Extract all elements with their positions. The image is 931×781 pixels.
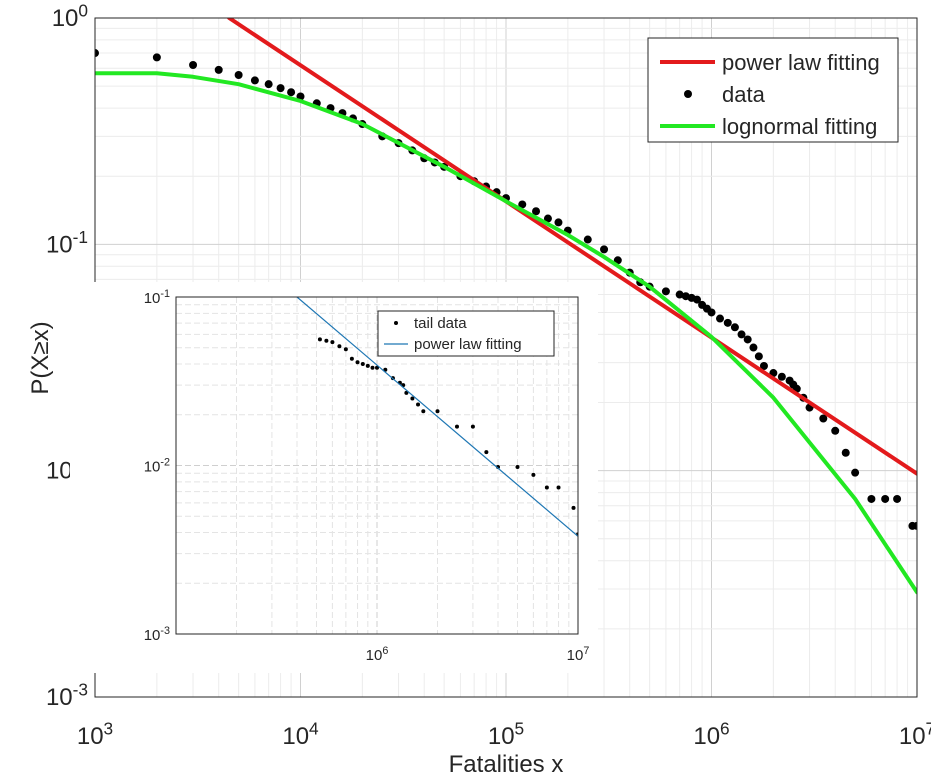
main-x-tick-label: 103 bbox=[77, 718, 113, 750]
main-series-power-law-fitting-line bbox=[227, 18, 917, 476]
main-series-data-point bbox=[759, 362, 768, 371]
inset-series-tail-data-point bbox=[337, 344, 342, 349]
main-series-data-point bbox=[583, 235, 592, 244]
legend-label-power-law: power law fitting bbox=[722, 50, 880, 75]
inset-series-tail-data-point bbox=[343, 347, 348, 352]
inset-x-tick-label: 106 bbox=[366, 645, 389, 664]
inset-y-tick-label: 10-3 bbox=[144, 625, 170, 644]
main-x-axis-label: Fatalities x bbox=[449, 751, 564, 778]
main-series-data-point bbox=[777, 372, 786, 381]
main-series-data-point bbox=[692, 295, 701, 304]
main-series-data-point bbox=[234, 70, 243, 79]
main-series-data-point bbox=[893, 494, 902, 503]
main-series-data-point bbox=[881, 494, 890, 503]
main-series-data-point bbox=[543, 214, 552, 223]
main-series-data-point bbox=[754, 352, 763, 361]
inset-series-tail-data-point bbox=[435, 409, 440, 414]
main-series-data-point bbox=[913, 521, 917, 530]
main-series-data-point bbox=[723, 318, 732, 327]
main-series-data-point bbox=[554, 218, 563, 227]
inset-series-tail-data-point bbox=[484, 450, 489, 455]
main-series-data-point bbox=[743, 335, 752, 344]
main-series-data-point bbox=[287, 88, 296, 97]
inset-series-tail-data-point bbox=[330, 340, 335, 345]
inset-series-tail-data-point bbox=[470, 424, 475, 429]
inset-series-layer bbox=[296, 297, 578, 537]
main-series-data-point bbox=[716, 314, 725, 323]
inset-series-tail-data-point bbox=[515, 464, 520, 469]
inset-legend-swatch-tail-data bbox=[394, 321, 398, 325]
main-series-data-point bbox=[867, 494, 876, 503]
main-series-data-point bbox=[707, 308, 716, 317]
main-series-data-point bbox=[675, 290, 684, 299]
main-series-data-point bbox=[749, 343, 758, 352]
inset-y-tick-label: 10-2 bbox=[144, 457, 170, 476]
inset-series-tail-data-point bbox=[317, 337, 322, 342]
inset-axes-frame bbox=[175, 296, 579, 635]
inset-series-tail-data-point bbox=[360, 362, 365, 367]
inset-series-tail-data-point bbox=[404, 390, 409, 395]
main-series-data-point bbox=[264, 80, 273, 89]
main-y-tick-label: 10-3 bbox=[46, 679, 88, 711]
main-series-data-point bbox=[276, 84, 285, 93]
main-y-tick-label: 100 bbox=[52, 0, 88, 32]
main-series-data-point bbox=[600, 245, 609, 254]
inset-series-power-law-fitting-line bbox=[296, 297, 578, 537]
inset-legend-label-tail-data: tail data bbox=[414, 315, 467, 332]
inset-legend: tail data power law fitting bbox=[377, 310, 555, 357]
inset-series-tail-data-point bbox=[370, 365, 375, 370]
main-series-data-point bbox=[532, 207, 541, 216]
main-series-data-point bbox=[250, 76, 259, 85]
main-y-tick-label: 10-1 bbox=[46, 227, 88, 259]
inset-series-tail-data-point bbox=[544, 485, 549, 490]
inset-series-tail-data-point bbox=[531, 472, 536, 477]
inset-series-tail-data-point bbox=[421, 409, 426, 414]
inset-legend-box bbox=[377, 310, 555, 357]
inset-series-tail-data-point bbox=[556, 485, 561, 490]
main-x-tick-label: 107 bbox=[899, 718, 931, 750]
main-series-data-point bbox=[95, 49, 99, 58]
inset-legend-label-power-law: power law fitting bbox=[414, 336, 522, 353]
main-y-axis-label: P(X≥x) bbox=[27, 321, 54, 394]
inset-series-tail-data-point bbox=[571, 505, 576, 510]
main-x-tick-label: 106 bbox=[693, 718, 729, 750]
inset-y-tick-label: 10-1 bbox=[144, 288, 170, 307]
main-series-data-point bbox=[518, 200, 527, 209]
inset-series-tail-data-point bbox=[410, 396, 415, 401]
main-series-data-point bbox=[661, 287, 670, 296]
main-series-data-point bbox=[851, 468, 860, 477]
main-series-data-point bbox=[737, 330, 746, 339]
inset-series-tail-data-point bbox=[324, 338, 329, 343]
main-series-data-point bbox=[214, 65, 223, 74]
main-series-data-point bbox=[831, 426, 840, 435]
main-series-data-point bbox=[152, 53, 161, 62]
inset-series-tail-data-point bbox=[365, 363, 370, 368]
main-x-tick-label: 105 bbox=[488, 718, 524, 750]
legend-label-lognormal: lognormal fitting bbox=[722, 114, 877, 139]
inset-tick-labels: 106 107 10-1 10-2 10-3 bbox=[144, 288, 590, 664]
main-series-data-point bbox=[730, 323, 739, 332]
inset-series-tail-data-point bbox=[454, 424, 459, 429]
main-series-data-point bbox=[189, 60, 198, 69]
inset-series-tail-data-point bbox=[416, 402, 421, 407]
inset-series-tail-data-point bbox=[349, 356, 354, 361]
main-x-tick-label: 104 bbox=[282, 718, 319, 750]
legend-swatch-data bbox=[684, 90, 692, 98]
legend-label-data: data bbox=[722, 82, 766, 107]
main-legend: power law fitting data lognormal fitting bbox=[647, 37, 899, 143]
main-series-data-point bbox=[819, 414, 828, 423]
main-series-data-point bbox=[841, 448, 850, 457]
main-series-lognormal-fitting-line bbox=[95, 71, 917, 595]
main-series-layer bbox=[95, 18, 917, 595]
inset-x-tick-label: 107 bbox=[567, 645, 590, 664]
inset-series-tail-data-point bbox=[355, 360, 360, 365]
inset-series-tail-data-point bbox=[375, 365, 379, 370]
